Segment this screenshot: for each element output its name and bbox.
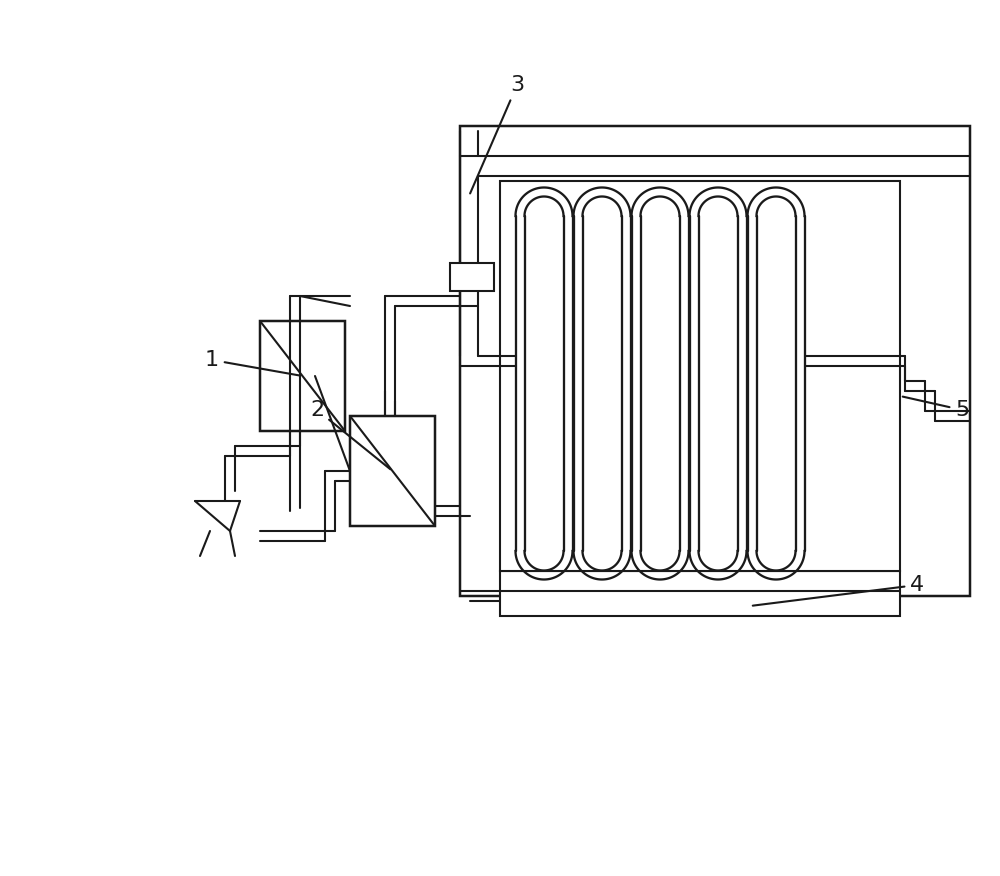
Bar: [500, 571, 900, 616]
Bar: [260, 321, 345, 431]
Text: 5: 5: [903, 397, 969, 420]
Text: 3: 3: [470, 75, 524, 194]
Bar: [460, 126, 970, 596]
Text: 4: 4: [753, 575, 924, 605]
Bar: [450, 263, 494, 291]
Text: 2: 2: [310, 400, 390, 470]
Bar: [350, 416, 435, 526]
Text: 1: 1: [205, 350, 300, 376]
Bar: [500, 181, 900, 571]
